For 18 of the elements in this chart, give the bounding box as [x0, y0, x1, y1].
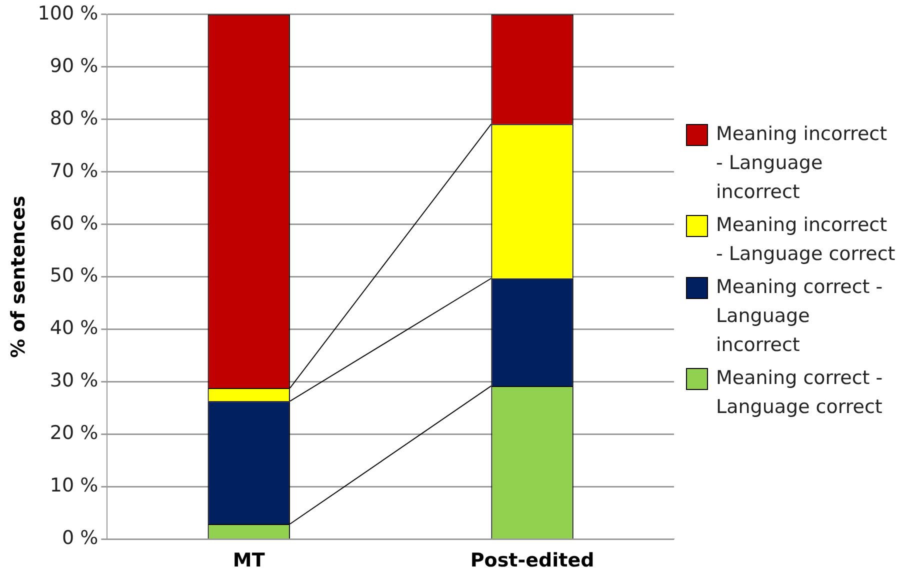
legend-label: Meaning incorrect - Language correct [716, 213, 896, 267]
y-tick-label: 30 % [50, 370, 98, 392]
y-tick-label: 20 % [50, 422, 98, 444]
y-tick-label: 10 % [50, 474, 98, 497]
legend-label: Meaning incorrect - Language incorrect [716, 122, 888, 205]
y-tick-label: 0 % [62, 527, 98, 550]
y-tick-label: 90 % [50, 54, 98, 77]
y-tick-label: 70 % [50, 160, 98, 182]
y-tick-label: 50 % [50, 264, 98, 287]
y-tick-label: 40 % [50, 317, 98, 340]
y-tick-label: 100 % [38, 2, 98, 24]
x-tick-label: MT [232, 550, 265, 572]
y-tick-label: 60 % [50, 212, 98, 234]
x-tick-label: Post-edited [470, 550, 594, 572]
y-tick-label: 80 % [50, 107, 98, 130]
y-axis-title: % of sentences [7, 196, 30, 358]
legend-label: Meaning correct - Language correct [716, 366, 884, 420]
legend-label: Meaning correct - Language incorrect [716, 275, 884, 358]
